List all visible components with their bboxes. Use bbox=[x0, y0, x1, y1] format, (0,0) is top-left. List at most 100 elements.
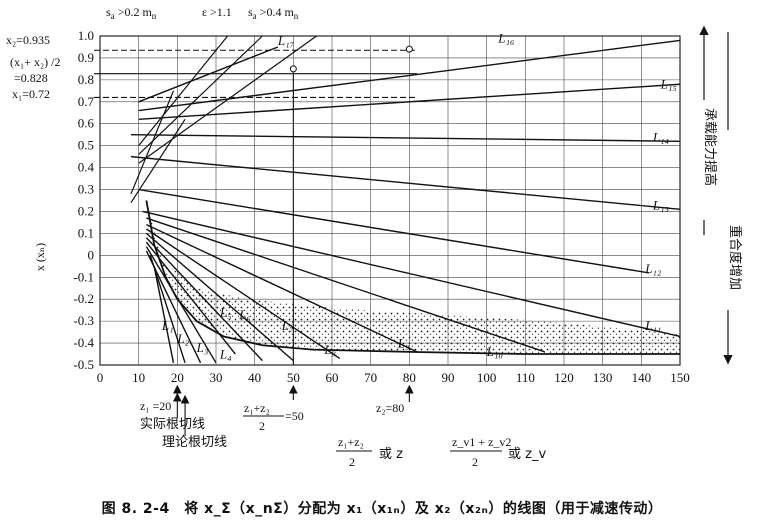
actual-root-cut-label: 实际根切线 bbox=[140, 417, 205, 432]
series-line-L₁₀ bbox=[146, 217, 545, 353]
y-tick-label: 0.1 bbox=[78, 225, 94, 240]
boundary-line bbox=[138, 35, 263, 155]
series-label-L₁₄: L₁₄ bbox=[652, 129, 670, 144]
y-tick-label: -0.3 bbox=[73, 313, 94, 328]
x2-value-label: x₂=0.935 bbox=[6, 33, 50, 47]
right-indicator-capacity: 承载能力提高 bbox=[699, 25, 718, 235]
z1-value-label: z₁ =20 bbox=[140, 399, 171, 413]
y-tick-label: -0.1 bbox=[73, 269, 94, 284]
tick-labels: 0 10 20 30 40 50 60 70 80 90 100 110 120 130 140 150 1.0… bbox=[73, 28, 689, 385]
y-tick-label: -0.5 bbox=[73, 357, 94, 372]
top-label-epsilon: ε >1.1 bbox=[202, 5, 232, 19]
y-tick-label: -0.2 bbox=[73, 291, 94, 306]
figure-caption: 图 8. 2-4 将 x_Σ（x_nΣ）分配为 x₁（x₁ₙ）及 x₂（x₂ₙ）… bbox=[101, 501, 663, 517]
series-label-L₅: L₅ bbox=[219, 305, 232, 320]
svg-text:2: 2 bbox=[472, 455, 478, 469]
marker-point bbox=[405, 45, 413, 53]
series-label-L₁: L₁ bbox=[161, 318, 174, 333]
x-tick-label: 130 bbox=[593, 370, 613, 385]
y-tick-label: 0.8 bbox=[78, 72, 94, 87]
x-tick-label: 140 bbox=[632, 370, 652, 385]
series-label-L₁₅: L₁₅ bbox=[660, 77, 677, 92]
x-tick-label: 10 bbox=[132, 370, 145, 385]
series-line-L₄ bbox=[145, 246, 217, 364]
chart-figure: 0 10 20 30 40 50 60 70 80 90 100 110 120 130 140 1501.0… bbox=[6, 5, 743, 469]
series-label-L₁₁: L₁₁ bbox=[644, 318, 661, 333]
x-tick-label: 50 bbox=[287, 370, 300, 385]
svg-text:sa >0.2 mn: sa >0.2 mn bbox=[106, 5, 157, 21]
svg-text:或 z: 或 z bbox=[379, 447, 403, 462]
svg-text:承载能力提高: 承载能力提高 bbox=[702, 108, 718, 186]
series-line-L₇ bbox=[145, 232, 294, 362]
y-tick-label: 0.9 bbox=[78, 50, 94, 65]
dotted-region bbox=[146, 200, 680, 355]
x-tick-label: 20 bbox=[171, 370, 184, 385]
svg-text:sa >0.4 mn: sa >0.4 mn bbox=[248, 5, 299, 21]
svg-text:2: 2 bbox=[349, 455, 355, 469]
boundary-line bbox=[138, 35, 229, 147]
y-tick-label: 0.7 bbox=[78, 94, 95, 109]
z-avg-numerator: z₁+z₂ bbox=[244, 401, 270, 415]
series-label-L₈: L₈ bbox=[323, 342, 336, 357]
y-tick-label: 1.0 bbox=[78, 28, 94, 43]
series-line-L₅ bbox=[145, 241, 236, 355]
top-label-sa04: sa >0.4 mn bbox=[248, 5, 299, 21]
series-label-L₁₆: L₁₆ bbox=[497, 31, 514, 46]
series-line-L₆ bbox=[145, 237, 263, 362]
series-label-L₉: L₉ bbox=[397, 335, 410, 350]
series-line-L₁ bbox=[153, 266, 175, 363]
series-line-L₁₅ bbox=[138, 83, 681, 121]
series-label-L₆: L₆ bbox=[238, 307, 251, 322]
y-tick-label: 0.5 bbox=[78, 138, 94, 153]
svg-text:z₁+z₂: z₁+z₂ bbox=[338, 435, 364, 449]
y-tick-label: -0.4 bbox=[73, 335, 94, 350]
x-tick-label: 120 bbox=[554, 370, 574, 385]
series-label-L₃: L₃ bbox=[196, 340, 209, 355]
svg-text:z_v1 + z_v2: z_v1 + z_v2 bbox=[452, 435, 511, 449]
z-avg-denominator: 2 bbox=[259, 419, 265, 433]
z2-value-label: z₂=80 bbox=[376, 401, 404, 415]
y-axis-label: x (xₙ) bbox=[33, 243, 47, 271]
y-tick-label: 0.2 bbox=[78, 203, 94, 218]
series-line-L₁₁ bbox=[142, 210, 681, 338]
marker-point bbox=[289, 65, 297, 73]
y-tick-label: 0 bbox=[88, 247, 95, 262]
avg-label: (x₁+ x₂) /2 bbox=[10, 55, 60, 69]
series-line-L₁₄ bbox=[130, 134, 681, 142]
series-label-L₁₂: L₁₂ bbox=[644, 261, 662, 276]
y-tick-label: 0.6 bbox=[78, 116, 95, 131]
series-label-L₇: L₇ bbox=[281, 318, 294, 333]
y-tick-label: 0.3 bbox=[78, 182, 94, 197]
y-tick-label: 0.4 bbox=[78, 160, 95, 175]
series-label-L₂: L₂ bbox=[176, 331, 189, 346]
z-avg-value: =50 bbox=[285, 409, 304, 423]
top-label-sa02: sa >0.2 mn bbox=[106, 5, 157, 21]
boundary-line bbox=[130, 119, 186, 204]
series-line-L₁₃ bbox=[130, 155, 681, 210]
avg-value-label: =0.828 bbox=[14, 71, 48, 85]
series-label-L₄: L₄ bbox=[219, 346, 232, 361]
series-line-L₁₂ bbox=[138, 188, 650, 274]
x-tick-label: 110 bbox=[516, 370, 535, 385]
x-tick-label: 100 bbox=[477, 370, 497, 385]
theory-root-cut-label: 理论根切线 bbox=[162, 435, 227, 450]
x-tick-label: 0 bbox=[97, 370, 104, 385]
x-tick-label: 60 bbox=[326, 370, 339, 385]
series-label-L₁₀: L₁₀ bbox=[486, 344, 503, 359]
x-tick-label: 40 bbox=[248, 370, 261, 385]
boundary-line bbox=[130, 90, 175, 195]
annotations: L₁₇ L₁₆ L₁₅ L₁₄ L₁₃ L₁₂ L₁₁ L₁₀ L₉ L₈ L₇ L₆ L₅ L₄ L₃ L₂… bbox=[161, 31, 677, 436]
lower-boundary-line bbox=[145, 200, 680, 355]
boundary-line bbox=[138, 35, 317, 164]
x-tick-label: 150 bbox=[670, 370, 690, 385]
right-indicator-overlap: 重合度增加 bbox=[723, 32, 743, 365]
series-lines bbox=[94, 35, 681, 365]
series-line-L₈ bbox=[146, 228, 341, 360]
series-label-L₁₃: L₁₃ bbox=[652, 197, 669, 212]
svg-text:或 z_v: 或 z_v bbox=[508, 447, 546, 462]
series-line-L₉ bbox=[146, 223, 418, 353]
x-tick-label: 80 bbox=[403, 370, 416, 385]
x-axis-label: z₁+z₂ 2 或 z z_v1 + z_v2 2 或 z_v bbox=[336, 435, 546, 469]
series-line-L₁₇ bbox=[138, 46, 279, 103]
svg-text:重合度增加: 重合度增加 bbox=[727, 225, 743, 290]
